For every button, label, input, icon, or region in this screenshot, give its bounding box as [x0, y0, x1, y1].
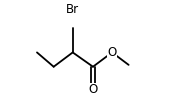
Text: O: O [88, 83, 98, 96]
Text: O: O [107, 46, 117, 59]
Text: Br: Br [66, 3, 79, 16]
